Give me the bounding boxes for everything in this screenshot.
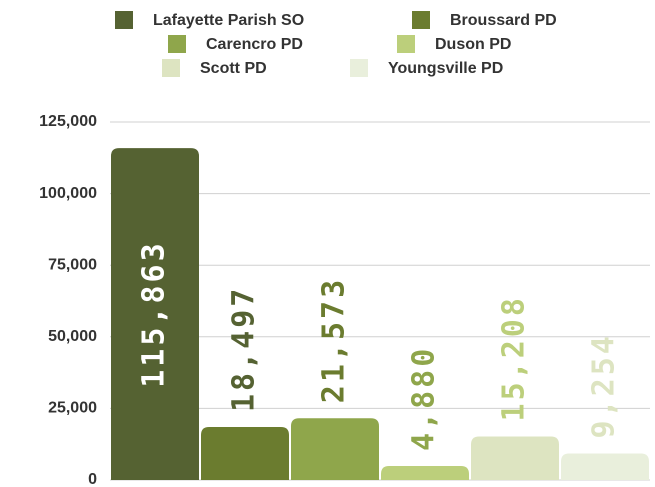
value-label: 15,208 — [497, 295, 532, 421]
legend-label: Broussard PD — [450, 12, 557, 29]
value-label: 115,863 — [137, 240, 172, 387]
bar — [561, 453, 649, 480]
legend-swatch — [397, 35, 415, 53]
y-tick-label: 0 — [88, 471, 97, 487]
value-label: 9,254 — [587, 333, 622, 438]
value-label: 4,880 — [407, 346, 442, 451]
legend-label: Scott PD — [200, 60, 267, 77]
y-tick-label: 100,000 — [39, 185, 97, 202]
y-tick-label: 25,000 — [48, 400, 97, 417]
y-tick-label: 125,000 — [39, 113, 97, 130]
legend-label: Lafayette Parish SO — [153, 12, 304, 29]
legend-swatch — [115, 11, 133, 29]
legend-swatch — [168, 35, 186, 53]
legend-label: Carencro PD — [206, 36, 303, 53]
legend-swatch — [350, 59, 368, 77]
value-label: 21,573 — [317, 277, 352, 403]
bar — [111, 148, 199, 480]
bar — [381, 466, 469, 480]
legend-label: Duson PD — [435, 36, 511, 53]
y-tick-label: 75,000 — [48, 256, 97, 273]
legend-swatch — [412, 11, 430, 29]
y-tick-label: 50,000 — [48, 328, 97, 345]
bar — [471, 436, 559, 480]
bar — [291, 418, 379, 480]
legend-swatch — [162, 59, 180, 77]
legend-label: Youngsville PD — [388, 60, 503, 77]
bar — [201, 427, 289, 480]
value-label: 18,497 — [227, 286, 262, 412]
